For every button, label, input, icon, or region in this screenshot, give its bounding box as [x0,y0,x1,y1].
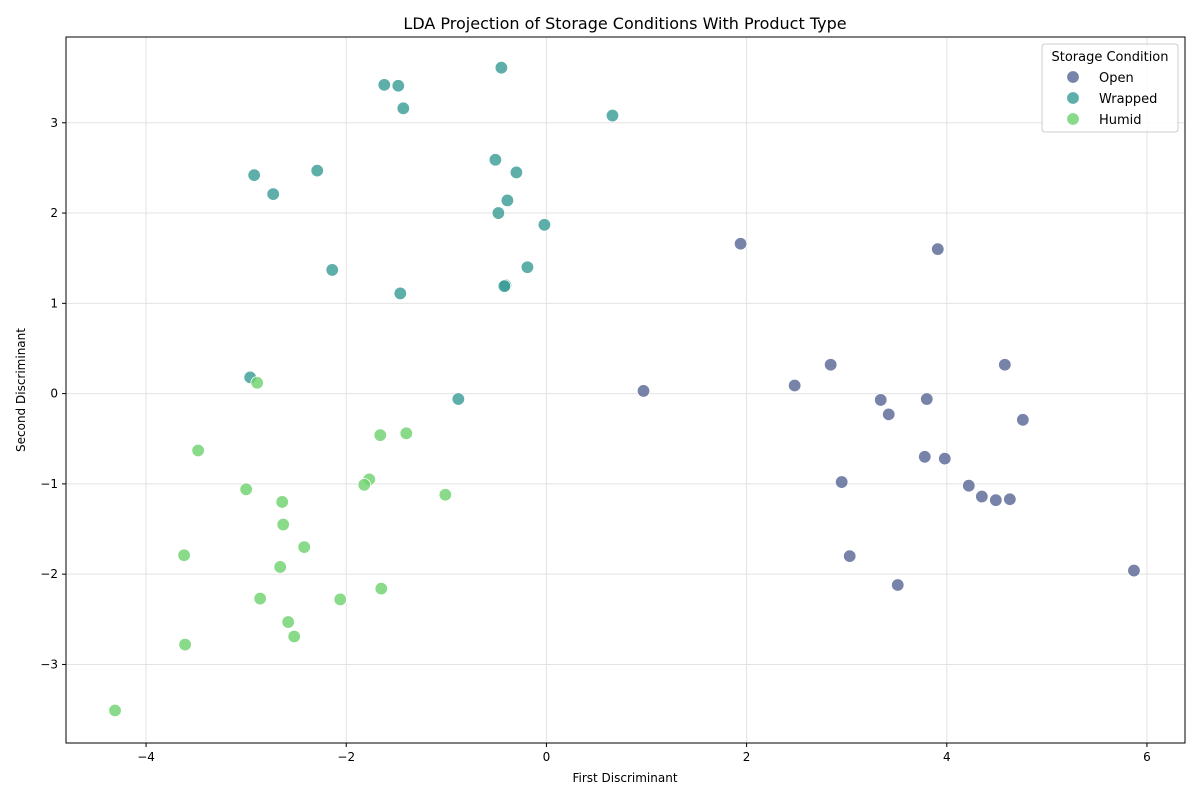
data-point-humid [399,426,414,441]
data-point-open [1003,492,1017,506]
data-point-humid [297,540,311,554]
data-point-open [787,378,802,393]
data-point-wrapped [497,279,512,293]
data-point-open [962,478,976,493]
y-axis-label: Second Discriminant [14,328,28,452]
data-point-humid [177,548,191,562]
legend-label: Open [1099,71,1134,86]
data-point-wrapped [605,108,620,123]
x-tick-label: −2 [337,750,355,764]
legend-marker [1066,112,1080,126]
data-point-wrapped [396,101,411,116]
data-point-humid [191,443,205,458]
data-point-humid [273,560,287,574]
data-point-open [989,493,1003,507]
series-wrapped [243,60,620,406]
data-point-open [636,384,651,398]
legend: Storage Condition Open Wrapped Humid [1041,43,1179,133]
data-point-open [975,489,989,504]
y-tick-label: 3 [50,116,58,130]
legend-marker [1066,70,1080,84]
data-point-open [834,475,849,489]
data-point-humid [373,428,387,442]
x-tick-label: 0 [543,750,551,764]
data-point-open [920,392,934,406]
data-point-wrapped [488,153,503,167]
series-humid [108,376,453,718]
legend-marker [1066,91,1080,105]
data-point-humid [287,629,301,644]
data-point-humid [275,495,289,509]
grid [66,37,1185,743]
chart-title: LDA Projection of Storage Conditions Wit… [403,14,846,33]
data-point-humid [333,592,347,607]
data-point-humid [239,482,253,497]
data-point-open [874,393,888,407]
y-tick-label: 2 [50,206,58,220]
data-point-open [918,450,932,464]
data-point-open [998,358,1012,372]
data-point-wrapped [537,218,552,232]
legend-label: Humid [1099,113,1142,128]
series-open [636,237,1141,592]
y-tick-label: −3 [40,657,58,671]
data-point-wrapped [520,260,535,274]
data-point-humid [438,488,453,502]
data-point-wrapped [494,60,509,75]
y-tick-label: 1 [50,296,58,310]
y-tick-label: −2 [40,567,58,581]
data-point-open [843,549,857,563]
data-point-wrapped [509,165,524,180]
x-tick-label: 4 [943,750,951,764]
y-tick-label: 0 [50,387,58,401]
x-tick-label: −4 [137,750,155,764]
data-point-open [931,242,945,256]
data-point-open [882,407,896,422]
data-point-humid [374,581,388,596]
x-tick-label: 6 [1143,750,1151,764]
data-point-humid [253,591,267,606]
data-point-open [823,358,838,372]
data-point-wrapped [247,168,261,182]
x-tick-label: 2 [743,750,751,764]
data-point-wrapped [500,193,515,208]
data-point-wrapped [393,286,407,301]
y-tick-label: −1 [40,477,58,491]
legend-box [1041,43,1179,133]
data-point-wrapped [377,78,391,92]
axis-ticks: −4 −2 0 2 4 6 −3 −2 −1 0 1 2 3 [40,116,1150,764]
data-point-wrapped [310,163,324,178]
data-point-wrapped [391,79,405,93]
data-point-open [733,237,748,251]
data-point-open [938,451,952,466]
data-point-open [891,578,905,592]
data-point-wrapped [325,263,339,277]
legend-label: Wrapped [1099,92,1157,107]
legend-title: Storage Condition [1051,50,1168,65]
data-point-wrapped [266,187,280,201]
data-point-humid [108,703,122,718]
data-point-humid [276,517,290,532]
data-point-humid [357,478,371,492]
data-point-humid [250,376,264,390]
data-point-humid [178,637,192,652]
data-point-open [1127,563,1141,578]
data-point-wrapped [451,392,466,406]
plot-frame [65,36,1186,744]
data-point-humid [281,615,295,629]
data-point-open [1016,413,1030,427]
data-points [108,60,1141,718]
x-axis-label: First Discriminant [572,771,677,785]
data-point-wrapped [491,206,506,220]
